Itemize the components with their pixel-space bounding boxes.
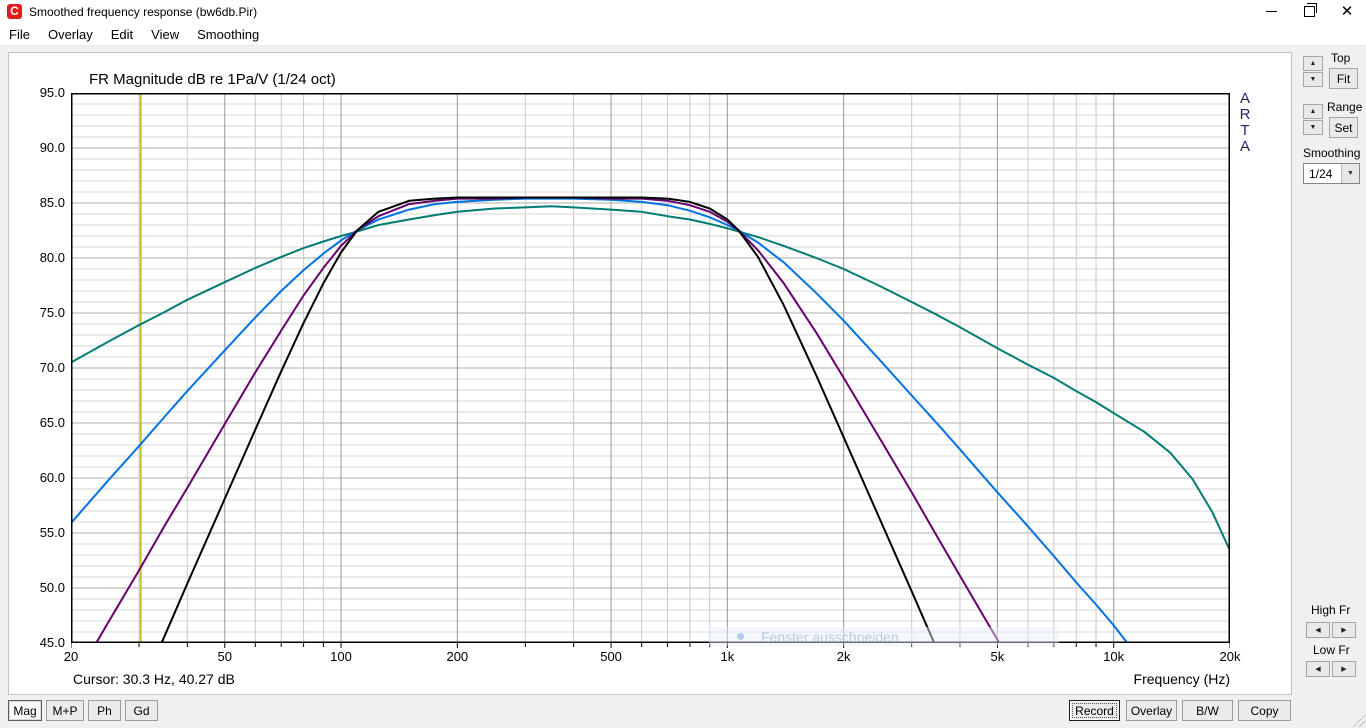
smoothing-value: 1/24 [1309,167,1333,181]
y-tick-label: 55.0 [39,525,65,540]
y-tick-label: 60.0 [39,470,65,485]
x-tick-label: 500 [600,649,622,664]
x-tick-label: 10k [1103,649,1125,664]
high-fr-left-button[interactable]: ◀ [1306,622,1330,638]
arrow-right-icon: ▶ [1341,665,1347,673]
window-title: Smoothed frequency response (bw6db.Pir) [29,4,258,19]
high-fr-right-button[interactable]: ▶ [1332,622,1356,638]
smoothing-label: Smoothing [1303,146,1361,160]
x-tick-label: 200 [446,649,469,664]
top-spin-down-button[interactable]: ▼ [1303,72,1323,87]
range-label: Range [1327,100,1363,114]
x-tick-label: 5k [990,649,1005,664]
bottom-bar: Mag M+P Ph Gd Record Overlay B/W Copy [0,695,1366,728]
x-tick-label: 50 [217,649,232,664]
fit-button[interactable]: Fit [1329,68,1358,89]
close-button[interactable]: ✕ [1328,0,1366,23]
range-spin-down-button[interactable]: ▼ [1303,120,1323,135]
y-tick-label: 90.0 [39,140,65,155]
restore-icon [1303,3,1317,17]
y-tick-label: 45.0 [39,635,65,650]
menu-bar: File Overlay Edit View Smoothing [0,23,1366,46]
y-tick-label: 65.0 [39,415,65,430]
smoothing-dropdown[interactable]: 1/24 ▼ [1303,163,1360,184]
close-icon: ✕ [1340,3,1354,20]
arrow-down-icon: ▼ [1309,124,1317,131]
plot-area[interactable] [71,93,1230,649]
frequency-axis-label: Frequency (Hz) [1133,671,1230,687]
y-tick-label: 70.0 [39,360,65,375]
arrow-up-icon: ▲ [1309,108,1317,115]
arrow-down-icon: ▼ [1309,76,1317,83]
resize-grip[interactable] [1351,713,1365,727]
arrow-right-icon: ▶ [1341,626,1347,634]
arrow-left-icon: ◀ [1315,665,1321,673]
y-tick-label: 95.0 [39,85,65,100]
graph-panel: FR Magnitude dB re 1Pa/V (1/24 oct) 95.0… [8,52,1292,695]
low-fr-right-button[interactable]: ▶ [1332,661,1356,677]
range-spin-up-button[interactable]: ▲ [1303,104,1323,119]
chart-title: FR Magnitude dB re 1Pa/V (1/24 oct) [89,71,336,88]
set-button[interactable]: Set [1329,117,1358,138]
cursor-readout: Cursor: 30.3 Hz, 40.27 dB [73,671,235,687]
title-bar: C Smoothed frequency response (bw6db.Pir… [0,0,1366,23]
menu-overlay[interactable]: Overlay [47,26,93,42]
x-tick-label: 100 [330,649,352,664]
menu-view[interactable]: View [151,26,180,42]
y-tick-label: 80.0 [39,250,65,265]
bw-button[interactable]: B/W [1182,700,1233,721]
menu-smoothing[interactable]: Smoothing [197,26,260,42]
arrow-left-icon: ◀ [1315,626,1321,634]
arta-logo-text: A R T A [1239,90,1251,155]
ph-button[interactable]: Ph [88,700,121,721]
mp-button[interactable]: M+P [46,700,84,721]
high-fr-label: High Fr [1311,603,1351,617]
minimize-button[interactable] [1252,0,1290,23]
dropdown-arrow-icon: ▼ [1341,164,1359,183]
menu-edit[interactable]: Edit [110,26,134,42]
overlay-button[interactable]: Overlay [1126,700,1177,721]
app-icon: C [7,4,22,19]
x-tick-label: 20 [63,649,79,664]
arrow-up-icon: ▲ [1309,60,1317,67]
menu-file[interactable]: File [9,26,30,42]
mag-button[interactable]: Mag [8,700,42,721]
record-button[interactable]: Record [1069,700,1120,721]
y-tick-label: 85.0 [39,195,65,210]
copy-button[interactable]: Copy [1238,700,1291,721]
y-tick-label: 50.0 [39,580,65,595]
x-tick-label: 20k [1219,649,1241,664]
low-fr-label: Low Fr [1313,643,1350,657]
y-tick-label: 75.0 [39,305,65,320]
low-fr-left-button[interactable]: ◀ [1306,661,1330,677]
top-spin-up-button[interactable]: ▲ [1303,56,1323,71]
top-label: Top [1331,51,1351,65]
minimize-icon [1265,11,1277,12]
x-tick-label: 1k [720,649,735,664]
gd-button[interactable]: Gd [125,700,158,721]
restore-button[interactable] [1290,0,1328,23]
x-tick-label: 2k [836,649,851,664]
